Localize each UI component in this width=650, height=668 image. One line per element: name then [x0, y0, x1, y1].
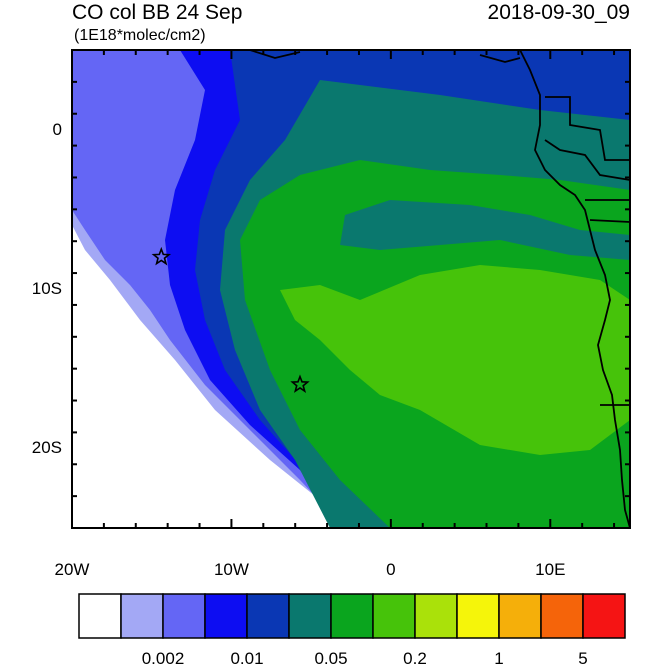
- lon-label: 20W: [54, 560, 90, 579]
- coastline: [249, 50, 630, 528]
- colorbar-label: 0.2: [403, 649, 427, 668]
- lon-label: 10W: [213, 560, 249, 579]
- axis-ticks: [71, 49, 630, 529]
- colorbar-label: 0.01: [230, 649, 264, 668]
- colorbar-box: [372, 593, 416, 639]
- datetime-label: 2018-09-30_09: [487, 1, 630, 24]
- lat-label: 10S: [31, 279, 62, 298]
- colorbar-box: [288, 593, 332, 639]
- colorbar-box: [582, 593, 626, 639]
- map-field: [72, 50, 630, 528]
- colorbar-label: 0.002: [141, 649, 185, 668]
- lat-label: 0: [52, 119, 62, 139]
- colorbar: [78, 593, 626, 639]
- colorbar-box: [120, 593, 164, 639]
- lon-label: 10E: [535, 560, 566, 579]
- colorbar-box: [162, 593, 206, 639]
- site-markers: [151, 246, 310, 393]
- colorbar-label: 5: [578, 649, 588, 668]
- colorbar-box: [498, 593, 542, 639]
- colorbar-box: [78, 593, 122, 639]
- map-title: CO col BB 24 Sep: [72, 1, 243, 24]
- colorbar-box: [246, 593, 290, 639]
- colorbar-box: [540, 593, 584, 639]
- lon-label: 0: [386, 560, 396, 579]
- star-marker: [151, 246, 172, 266]
- star-marker: [290, 374, 310, 393]
- colorbar-box: [456, 593, 500, 639]
- colorbar-box: [330, 593, 374, 639]
- colorbar-label: 1: [494, 649, 504, 668]
- units-label: (1E18*molec/cm2): [74, 27, 206, 44]
- map-frame: [71, 49, 631, 529]
- colorbar-box: [414, 593, 458, 639]
- lat-label: 20S: [31, 438, 62, 458]
- plume-band-005-inner: [340, 200, 630, 260]
- colorbar-box: [204, 593, 248, 639]
- plume-band-02: [280, 265, 630, 455]
- colorbar-label: 0.05: [314, 649, 348, 668]
